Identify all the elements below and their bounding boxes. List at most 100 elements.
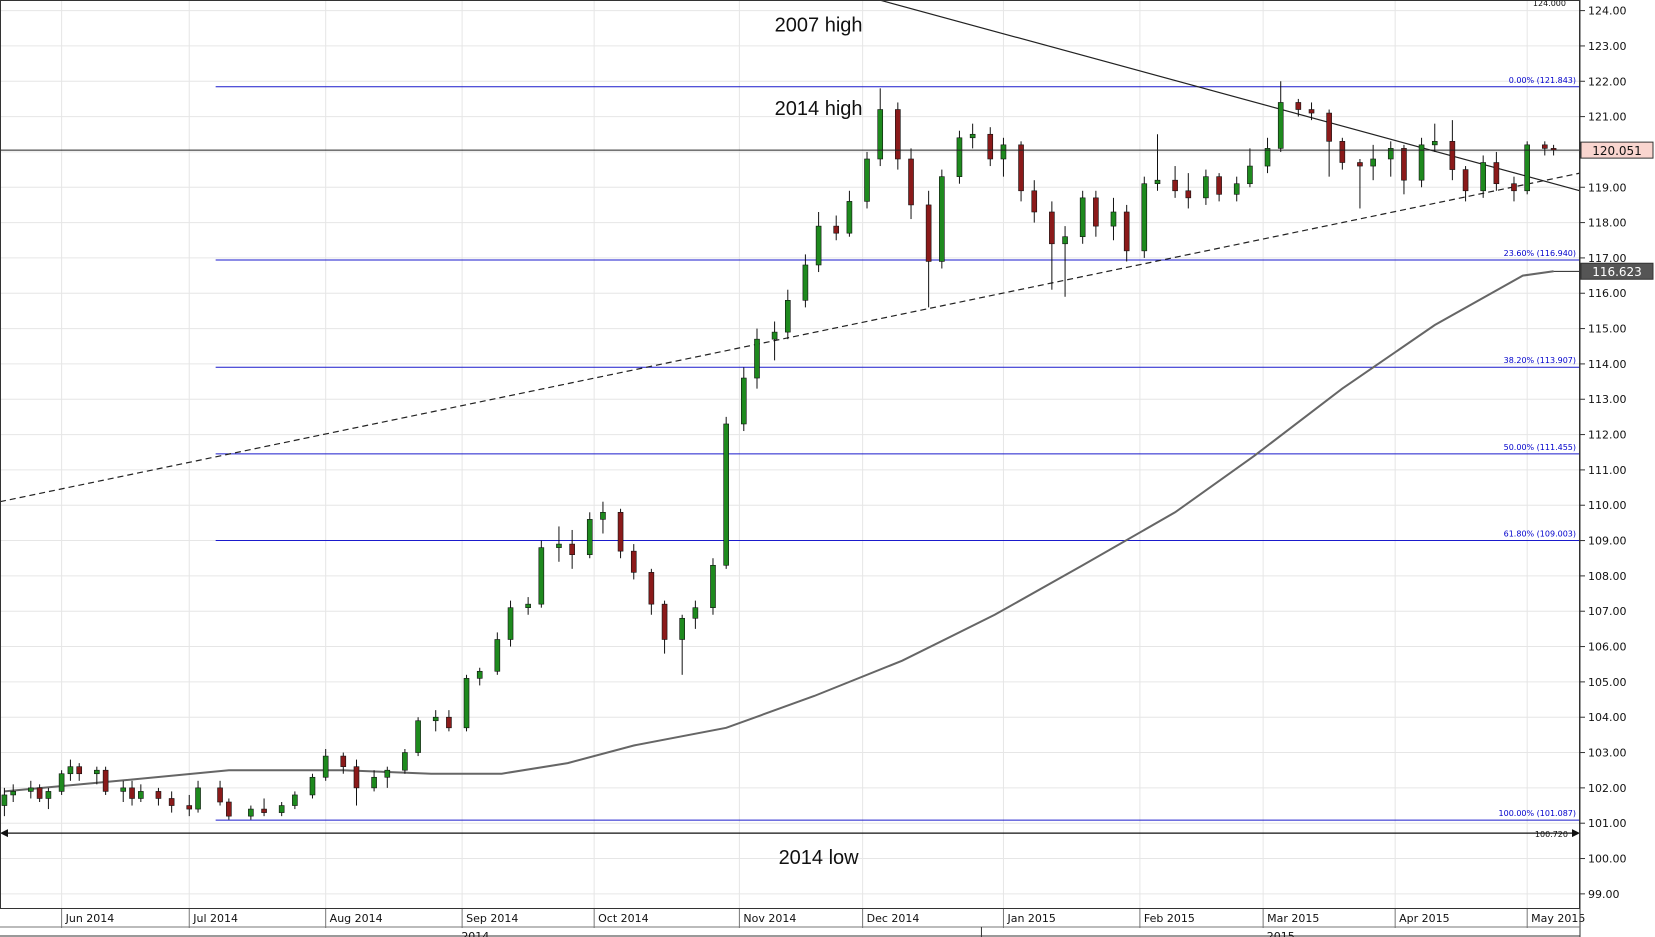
candle-up [1418,144,1425,181]
candle-up [784,300,791,333]
candle-up [138,791,144,799]
candle-up [67,766,74,775]
x-tick-label: Aug 2014 [330,912,383,925]
candle-up [1062,236,1068,245]
x-tick-label: May 2015 [1531,912,1585,925]
y-tick-label: 114.00 [1588,358,1627,371]
candle-down [1093,197,1099,227]
y-tick-label: 107.00 [1588,605,1627,618]
candle-down [617,511,624,552]
arrow-left [0,829,8,838]
candle-up [248,808,254,817]
candle-down [168,798,175,806]
candle-up [384,769,391,778]
grid [0,0,1580,908]
low-extension-label: 100.720 [1535,830,1568,839]
fibonacci-levels: 0.00% (121.843) 23.60% (116.940) 38.20% (1… [215,76,1580,821]
candle-up [402,752,408,771]
y-tick-label: 106.00 [1588,641,1627,654]
candle-down [76,766,83,775]
candle-down [908,158,914,206]
candle-down [1049,211,1055,245]
candle-down [102,769,109,792]
candle-down [261,808,267,813]
candle-up [771,331,778,340]
candle-down [630,550,637,573]
y-tick-label: 118.00 [1588,217,1627,230]
x-tick-label: Mar 2015 [1267,912,1319,925]
candle-down [1462,169,1469,192]
candle-up [94,769,100,775]
candle-up [525,603,531,608]
y-tick-label: 121.00 [1588,111,1627,124]
chart-annotation: 2014 low [779,847,860,869]
fib-level-label: 50.00% (111.455) [1504,443,1576,452]
fib-level-label: 100.00% (101.087) [1499,809,1576,818]
chart-annotation: 2014 high [775,98,863,120]
candle-down [1308,109,1315,114]
candle-up [45,791,52,799]
x-tick-label: Sep 2014 [466,912,518,925]
y-tick-label: 103.00 [1588,747,1627,760]
candle-up [969,133,976,139]
current-price-tag-label: 120.051 [1592,144,1642,158]
candle-down [1401,148,1407,181]
candle-up [1141,183,1148,252]
candle-down [1031,190,1038,213]
annotations: 2007 high 2014 high 2014 low [775,15,863,869]
candle-up [1387,148,1394,160]
candle-up [740,377,747,425]
candle-up [723,423,729,566]
y-tick-label: 105.00 [1588,676,1627,689]
fib-level-label: 38.20% (113.907) [1504,356,1576,365]
candle-up [1233,183,1240,195]
candle-down [1123,211,1130,252]
candle-up [600,511,606,520]
candle-up [1480,162,1486,192]
candle-up [58,773,65,792]
candle-down [1449,141,1456,170]
x-tick-label: Jun 2014 [65,912,115,925]
candle-down [1357,162,1363,167]
candle-down [1339,141,1346,163]
candle-down [155,791,162,799]
trendlines [0,0,1581,503]
y-tick-label: 115.00 [1588,323,1627,336]
y-tick-label: 112.00 [1588,429,1627,442]
fib-level-label: 0.00% (121.843) [1509,76,1576,85]
candle-down [1511,183,1517,192]
candle-up [586,519,593,555]
y-tick-label: 116.00 [1588,287,1627,300]
candle-up [538,547,545,605]
resistance-trendline [877,0,1581,192]
y-tick-label: 99.00 [1588,888,1620,901]
y-tick-label: 101.00 [1588,817,1627,830]
candle-up [28,787,34,792]
candle-down [648,572,655,605]
x-tick-label: Jan 2015 [1006,912,1055,925]
candle-down [1185,190,1192,199]
horizontal-lines: 100.720 124.000 [0,0,1580,839]
candle-up [415,720,421,753]
candle-up [1079,197,1086,238]
y-tick-label: 119.00 [1588,181,1627,194]
candle-up [1247,165,1253,185]
candle-up [939,176,945,262]
candle-up [507,607,514,640]
chart-annotation: 2007 high [775,15,863,37]
y-tick-label: 113.00 [1588,393,1627,406]
ma-price-tag-label: 116.623 [1592,265,1642,279]
y-tick-label: 109.00 [1588,535,1627,548]
x-tick-label: Feb 2015 [1144,912,1195,925]
y-tick-label: 117.00 [1588,252,1627,265]
candle-down [1172,179,1178,192]
candle-up [195,787,201,810]
candle-up [371,776,377,789]
candle-up [956,137,963,177]
arrow-right [1572,829,1580,838]
candle-up [710,564,716,608]
candle-up [802,264,809,301]
y-tick-label: 124.00 [1588,5,1627,18]
x-tick-label: Jul 2014 [192,912,238,925]
